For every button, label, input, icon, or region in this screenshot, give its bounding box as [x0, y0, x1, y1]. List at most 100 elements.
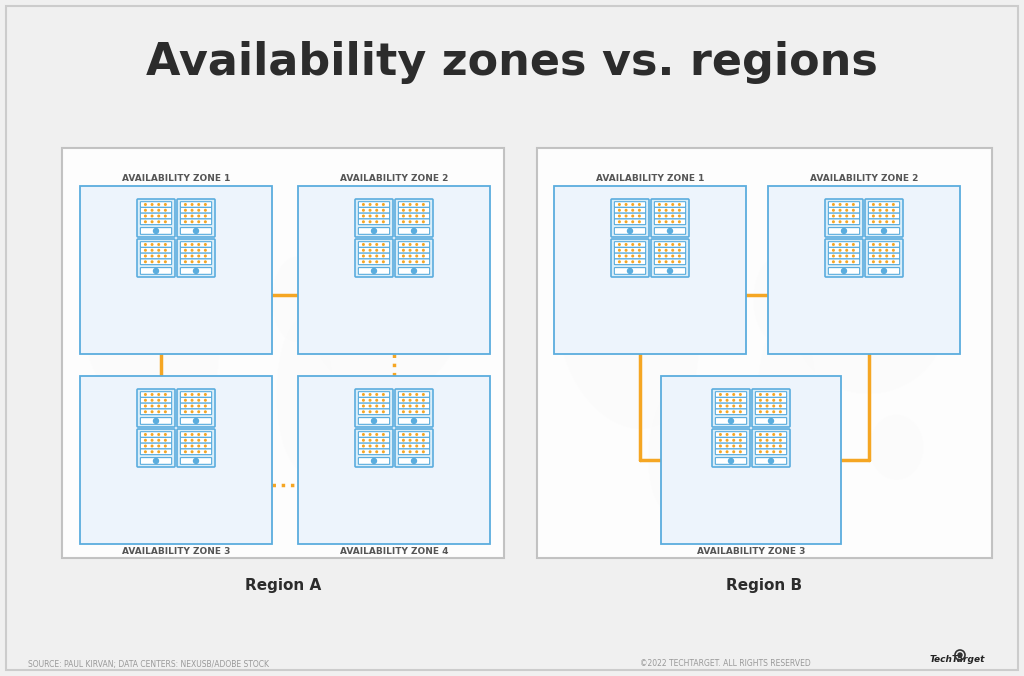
Circle shape [198, 400, 200, 401]
Text: AVAILABILITY ZONE 3: AVAILABILITY ZONE 3 [122, 547, 230, 556]
Circle shape [893, 210, 894, 211]
FancyBboxPatch shape [398, 213, 430, 219]
Circle shape [853, 261, 854, 262]
Circle shape [833, 249, 835, 251]
FancyBboxPatch shape [716, 391, 746, 397]
Circle shape [205, 203, 206, 206]
Circle shape [412, 268, 417, 274]
Circle shape [205, 400, 206, 401]
Circle shape [739, 451, 741, 452]
Circle shape [184, 249, 186, 251]
Circle shape [416, 445, 418, 447]
Circle shape [154, 268, 159, 274]
Circle shape [144, 256, 146, 257]
FancyBboxPatch shape [654, 259, 686, 264]
Circle shape [370, 249, 371, 251]
Circle shape [158, 256, 160, 257]
Ellipse shape [272, 257, 321, 343]
Circle shape [882, 268, 887, 274]
FancyBboxPatch shape [355, 389, 393, 427]
Circle shape [626, 215, 627, 217]
Circle shape [872, 203, 874, 206]
Text: AVAILABILITY ZONE 2: AVAILABILITY ZONE 2 [810, 174, 919, 183]
FancyBboxPatch shape [768, 186, 961, 354]
FancyBboxPatch shape [716, 449, 746, 455]
Circle shape [198, 261, 200, 262]
Circle shape [679, 221, 680, 222]
Circle shape [362, 439, 365, 441]
Circle shape [376, 451, 378, 452]
Circle shape [760, 434, 761, 435]
Circle shape [416, 400, 418, 401]
Circle shape [779, 411, 781, 412]
Text: AVAILABILITY ZONE 2: AVAILABILITY ZONE 2 [340, 174, 449, 183]
FancyBboxPatch shape [756, 458, 786, 464]
Circle shape [402, 445, 404, 447]
Circle shape [152, 400, 153, 401]
FancyBboxPatch shape [358, 391, 389, 397]
FancyBboxPatch shape [140, 397, 172, 403]
FancyBboxPatch shape [395, 429, 433, 467]
Circle shape [840, 249, 841, 251]
FancyBboxPatch shape [614, 201, 645, 208]
Circle shape [632, 210, 634, 211]
Circle shape [191, 439, 193, 441]
FancyBboxPatch shape [756, 409, 786, 414]
Circle shape [626, 261, 627, 262]
FancyBboxPatch shape [140, 437, 172, 443]
Circle shape [632, 203, 634, 206]
Circle shape [362, 244, 365, 245]
FancyBboxPatch shape [868, 213, 900, 219]
Circle shape [402, 261, 404, 262]
Text: AVAILABILITY ZONE 1: AVAILABILITY ZONE 1 [596, 174, 705, 183]
Circle shape [880, 249, 881, 251]
Circle shape [733, 400, 734, 401]
Circle shape [626, 249, 627, 251]
Circle shape [165, 256, 166, 257]
FancyBboxPatch shape [662, 376, 841, 544]
Circle shape [416, 439, 418, 441]
Circle shape [840, 210, 841, 211]
Circle shape [672, 215, 674, 217]
Circle shape [198, 249, 200, 251]
Circle shape [720, 451, 721, 452]
Ellipse shape [276, 316, 334, 472]
Circle shape [833, 244, 835, 245]
Circle shape [362, 203, 365, 206]
FancyBboxPatch shape [140, 443, 172, 449]
Circle shape [679, 256, 680, 257]
Circle shape [184, 445, 186, 447]
Circle shape [739, 439, 741, 441]
FancyBboxPatch shape [398, 432, 430, 437]
Circle shape [158, 439, 160, 441]
Circle shape [402, 451, 404, 452]
Circle shape [846, 244, 848, 245]
Circle shape [152, 249, 153, 251]
Circle shape [416, 249, 418, 251]
Circle shape [184, 210, 186, 211]
Circle shape [726, 439, 728, 441]
FancyBboxPatch shape [358, 254, 389, 259]
Circle shape [658, 249, 660, 251]
Circle shape [205, 221, 206, 222]
Circle shape [362, 405, 365, 407]
FancyBboxPatch shape [137, 429, 175, 467]
FancyBboxPatch shape [865, 199, 903, 237]
FancyBboxPatch shape [298, 186, 490, 354]
Circle shape [760, 400, 761, 401]
FancyBboxPatch shape [355, 199, 393, 237]
FancyBboxPatch shape [611, 239, 649, 277]
Circle shape [779, 439, 781, 441]
Circle shape [658, 221, 660, 222]
FancyBboxPatch shape [140, 268, 172, 274]
Circle shape [639, 244, 640, 245]
Circle shape [666, 210, 667, 211]
Circle shape [198, 451, 200, 452]
Circle shape [886, 215, 888, 217]
FancyBboxPatch shape [177, 199, 215, 237]
Circle shape [402, 405, 404, 407]
Circle shape [886, 210, 888, 211]
Ellipse shape [869, 414, 924, 480]
Circle shape [191, 434, 193, 435]
Circle shape [720, 411, 721, 412]
